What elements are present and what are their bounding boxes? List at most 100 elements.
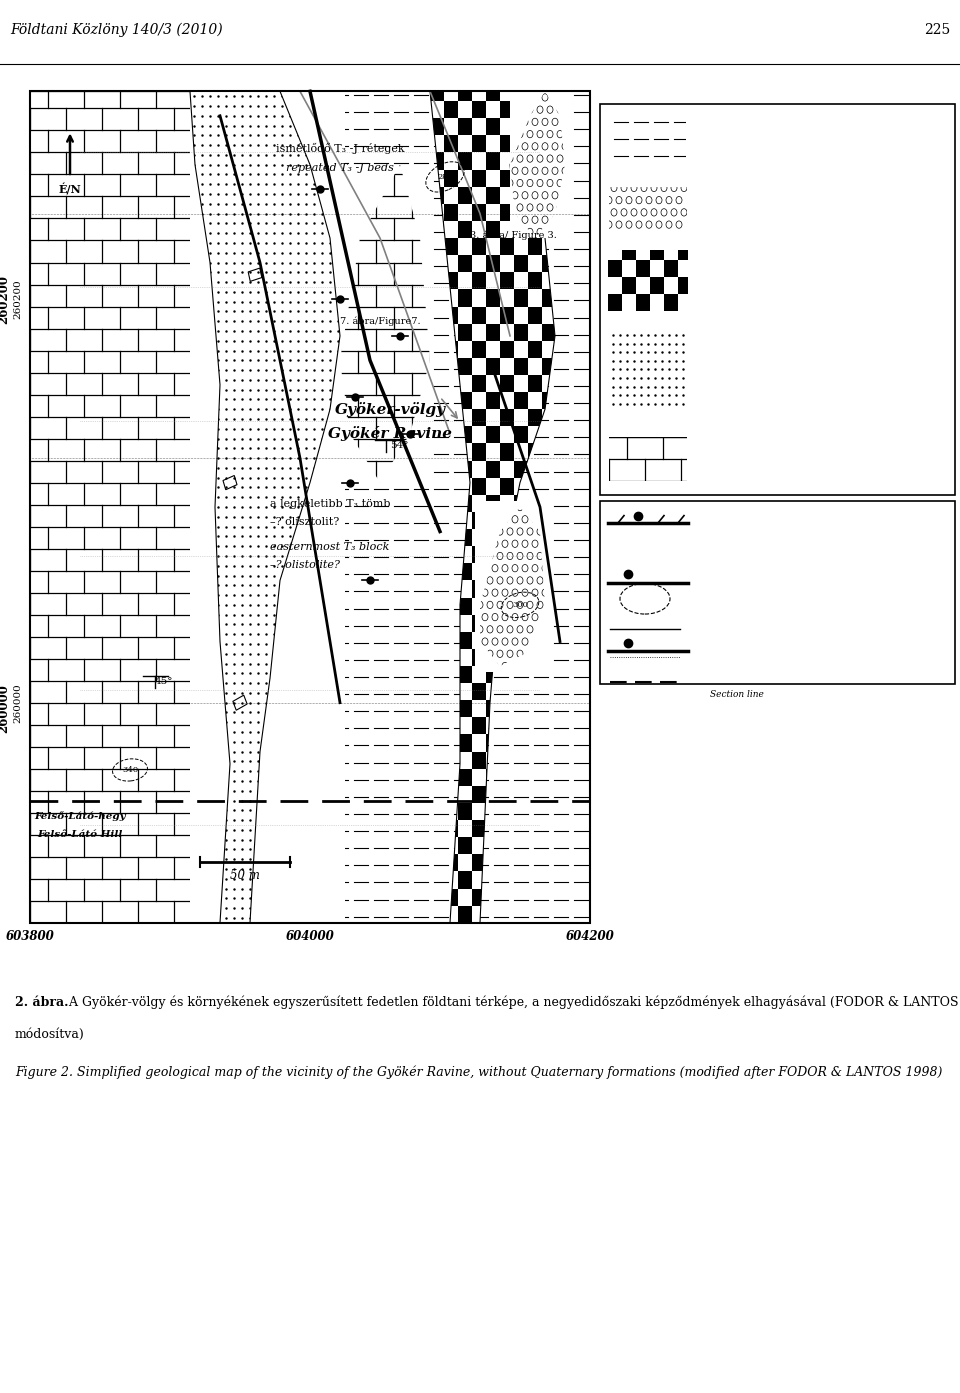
Text: Kainozoos normálvetó / eltolódás: Kainozoos normálvetó / eltolódás — [700, 639, 864, 649]
Bar — [528, 238, 542, 255]
Bar — [500, 203, 514, 221]
Bar — [430, 837, 444, 854]
Bar — [514, 118, 528, 135]
Bar — [692, 294, 706, 312]
Bar — [458, 872, 472, 889]
Bar — [500, 375, 514, 391]
Text: (Sinemurian Pliensbachian): (Sinemurian Pliensbachian) — [700, 389, 826, 397]
Bar — [514, 323, 528, 341]
Bar — [500, 443, 514, 461]
Bar — [472, 820, 486, 837]
Text: 45°: 45° — [155, 677, 174, 687]
Bar — [556, 375, 570, 391]
Bar — [514, 461, 528, 478]
Bar — [556, 614, 570, 632]
Text: Szál- / törmelékfeltárás: Szál- / törmelékfeltárás — [710, 586, 826, 596]
Bar — [486, 255, 500, 272]
Bar — [636, 260, 650, 277]
Bar — [30, 92, 590, 922]
Bar — [472, 341, 486, 358]
Bar — [30, 92, 250, 922]
Bar — [430, 495, 444, 513]
Bar — [430, 905, 444, 922]
Bar — [444, 717, 458, 734]
Bar — [430, 187, 444, 203]
Bar — [472, 786, 486, 802]
Bar — [472, 752, 486, 769]
Bar — [542, 563, 556, 581]
Bar — [500, 854, 514, 872]
Bar — [486, 837, 500, 854]
Bar — [528, 410, 542, 426]
Bar — [528, 649, 542, 666]
Bar — [458, 84, 472, 102]
Text: 7. ábra/Figure7.: 7. ábra/Figure7. — [340, 316, 420, 326]
Bar — [556, 238, 570, 255]
Bar — [475, 501, 550, 671]
Text: Gyökér Ravine: Gyökér Ravine — [328, 426, 452, 442]
Bar — [458, 118, 472, 135]
Text: módosítva): módosítva) — [15, 1028, 84, 1041]
Text: Liassic   Lower Cretaceous: Liassic Lower Cretaceous — [700, 281, 824, 290]
Text: easternmost T₃ block: easternmost T₃ block — [270, 542, 390, 552]
Bar — [472, 889, 486, 905]
Bar — [556, 889, 570, 905]
Bar — [528, 478, 542, 495]
Bar — [430, 529, 444, 546]
Bar — [542, 632, 556, 649]
Bar — [486, 118, 500, 135]
Bar — [650, 277, 664, 294]
Text: 260000: 260000 — [13, 683, 22, 723]
Bar — [486, 461, 500, 478]
Bar — [542, 666, 556, 683]
Bar — [486, 221, 500, 238]
Bar — [528, 546, 542, 563]
Bar — [542, 358, 556, 375]
Bar — [472, 683, 486, 701]
Bar — [514, 632, 528, 649]
Bar — [528, 443, 542, 461]
Bar — [528, 614, 542, 632]
Bar — [556, 683, 570, 701]
Bar — [528, 513, 542, 529]
Text: 280: 280 — [437, 173, 453, 181]
Bar — [486, 802, 500, 820]
Text: –? olistolite?: –? olistolite? — [270, 560, 340, 570]
Bar — [458, 769, 472, 786]
Text: (sinemuri–pliensbachi): (sinemuri–pliensbachi) — [700, 361, 812, 369]
Bar — [444, 443, 458, 461]
Bar — [190, 92, 345, 922]
Bar — [556, 102, 570, 118]
Text: Cretaceous: Cretaceous — [700, 588, 752, 598]
Bar — [514, 563, 528, 581]
Bar — [486, 152, 500, 170]
Bar — [472, 581, 486, 598]
Bar — [542, 290, 556, 306]
Bar — [444, 478, 458, 495]
Bar — [500, 306, 514, 323]
Bar — [500, 67, 514, 84]
Bar — [556, 170, 570, 187]
Bar — [444, 581, 458, 598]
Bar — [542, 187, 556, 203]
Bar — [458, 152, 472, 170]
Bar — [472, 375, 486, 391]
Bar — [556, 581, 570, 598]
Bar — [528, 581, 542, 598]
Bar — [514, 255, 528, 272]
Bar — [444, 272, 458, 290]
Bar — [514, 358, 528, 375]
Bar — [430, 872, 444, 889]
Bar — [444, 546, 458, 563]
Text: 603800: 603800 — [6, 931, 55, 943]
Bar — [500, 649, 514, 666]
Bar — [472, 410, 486, 426]
Bar — [472, 649, 486, 666]
Bar — [500, 717, 514, 734]
Bar — [528, 375, 542, 391]
Text: ismétlődő T₃ -J rétegek: ismétlődő T₃ -J rétegek — [276, 143, 404, 155]
Bar — [458, 563, 472, 581]
Bar — [444, 341, 458, 358]
Bar — [542, 598, 556, 614]
Bar — [500, 752, 514, 769]
